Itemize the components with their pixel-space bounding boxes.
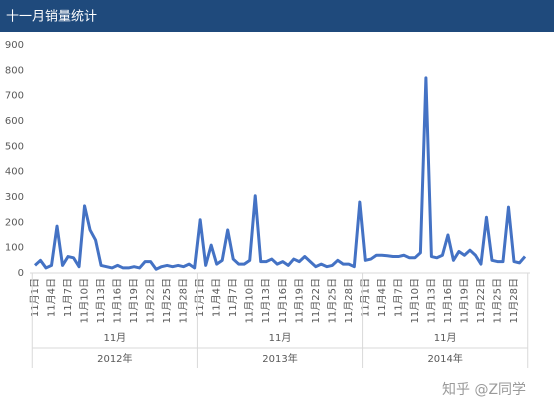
year-label: 2013年 — [262, 352, 297, 365]
x-tick-label: 11月16日 — [112, 278, 124, 323]
x-tick-label: 11月25日 — [161, 278, 173, 323]
line-series — [33, 76, 527, 271]
x-tick-label: 11月13日 — [95, 278, 107, 323]
x-tick-label: 11月10日 — [409, 278, 421, 323]
year-label: 2014年 — [427, 352, 462, 365]
x-tick-label: 11月28日 — [508, 278, 520, 323]
x-tick-label: 11月10日 — [244, 278, 256, 323]
x-tick-label: 11月7日 — [392, 278, 404, 317]
year-label: 2012年 — [97, 352, 132, 365]
y-tick-label: 700 — [5, 91, 24, 102]
x-tick-label: 11月4日 — [46, 278, 58, 317]
x-tick-label: 11月22日 — [145, 278, 157, 323]
x-tick-label: 11月7日 — [227, 278, 239, 317]
x-tick-label: 11月28日 — [178, 278, 190, 323]
y-tick-label: 900 — [5, 40, 24, 51]
title-bar — [0, 0, 554, 32]
x-tick-label: 11月13日 — [260, 278, 272, 323]
x-tick-label: 11月13日 — [425, 278, 437, 323]
y-tick-label: 100 — [5, 243, 24, 254]
y-tick-label: 800 — [5, 65, 24, 76]
x-tick-label: 11月10日 — [79, 278, 91, 323]
month-label: 11月 — [434, 332, 457, 344]
x-tick-label: 11月25日 — [491, 278, 503, 323]
x-tick-label: 11月4日 — [211, 278, 223, 317]
x-tick-label: 11月19日 — [458, 278, 470, 323]
x-tick-label: 11月22日 — [310, 278, 322, 323]
y-tick-label: 200 — [5, 217, 24, 228]
y-tick-label: 500 — [5, 141, 24, 152]
x-tick-label: 11月22日 — [475, 278, 487, 323]
x-tick-label: 11月19日 — [293, 278, 305, 323]
x-tick-label: 11月1日 — [194, 278, 206, 317]
x-tick-label: 11月16日 — [442, 278, 454, 323]
x-tick-label: 11月28日 — [343, 278, 355, 323]
y-tick-label: 0 — [18, 268, 24, 279]
x-tick-label: 11月1日 — [359, 278, 371, 317]
x-tick-label: 11月19日 — [128, 278, 140, 323]
y-tick-label: 400 — [5, 167, 24, 178]
x-tick-label: 11月7日 — [62, 278, 74, 317]
x-tick-label: 11月1日 — [29, 278, 41, 317]
y-tick-label: 600 — [5, 116, 24, 127]
y-tick-label: 300 — [5, 192, 24, 203]
chart-title: 十一月销量统计 — [6, 10, 97, 25]
month-label: 11月 — [269, 332, 292, 344]
x-tick-label: 11月16日 — [277, 278, 289, 323]
watermark: 知乎 @Z同学 — [442, 381, 526, 398]
month-label: 11月 — [103, 332, 126, 344]
x-tick-label: 11月4日 — [376, 278, 388, 317]
x-tick-label: 11月25日 — [326, 278, 338, 323]
